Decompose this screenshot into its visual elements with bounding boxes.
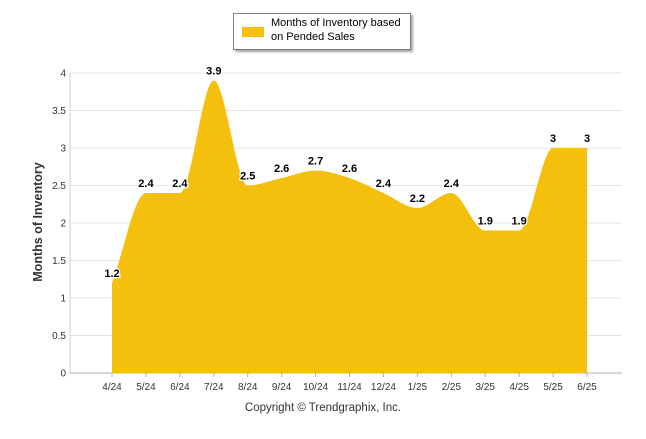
data-label: 2.5 xyxy=(240,171,255,183)
y-tick-label: 2 xyxy=(60,219,66,230)
data-label: 2.6 xyxy=(274,163,289,175)
x-tick-label: 12/24 xyxy=(371,382,396,393)
y-axis-title: Months of Inventory xyxy=(31,162,45,282)
legend-swatch xyxy=(242,27,264,37)
y-tick-label: 3.5 xyxy=(52,106,66,117)
y-tick-label: 0 xyxy=(60,369,66,380)
y-tick-label: 3 xyxy=(60,144,66,155)
x-tick-label: 6/24 xyxy=(170,382,190,393)
data-label: 1.9 xyxy=(512,216,527,228)
data-label: 1.9 xyxy=(478,216,493,228)
x-tick-label: 4/25 xyxy=(509,382,529,393)
data-label: 3.9 xyxy=(206,66,221,78)
x-tick-label: 2/25 xyxy=(442,382,462,393)
y-tick-label: 1.5 xyxy=(52,256,66,267)
data-label: 2.6 xyxy=(342,163,357,175)
x-tick-label: 5/25 xyxy=(543,382,563,393)
x-tick-label: 7/24 xyxy=(204,382,224,393)
data-label: 2.7 xyxy=(308,156,323,168)
data-label: 2.4 xyxy=(376,178,392,190)
legend[interactable]: Months of Inventory based on Pended Sale… xyxy=(233,13,411,50)
data-label: 3 xyxy=(550,133,556,145)
y-tick-label: 0.5 xyxy=(52,331,66,342)
legend-label: Months of Inventory based on Pended Sale… xyxy=(271,17,401,43)
x-tick-label: 1/25 xyxy=(408,382,428,393)
x-tick-label: 4/24 xyxy=(102,382,122,393)
data-label: 2.4 xyxy=(444,178,460,190)
data-label: 2.4 xyxy=(138,178,154,190)
y-tick-label: 2.5 xyxy=(52,181,66,192)
x-tick-label: 11/24 xyxy=(337,382,362,393)
copyright-text: Copyright © Trendgraphix, Inc. xyxy=(244,402,402,414)
y-tick-label: 1 xyxy=(60,294,66,305)
data-label: 2.2 xyxy=(410,193,425,205)
x-tick-label: 5/24 xyxy=(136,382,156,393)
data-label: 3 xyxy=(584,133,590,145)
x-tick-label: 6/25 xyxy=(577,382,597,393)
area-series xyxy=(112,80,588,373)
y-tick-label: 4 xyxy=(60,69,66,80)
x-tick-label: 9/24 xyxy=(272,382,292,393)
x-tick-label: 8/24 xyxy=(238,382,258,393)
x-tick-label: 10/24 xyxy=(303,382,328,393)
data-label: 1.2 xyxy=(104,268,119,280)
data-label: 2.4 xyxy=(172,178,188,190)
x-tick-label: 3/25 xyxy=(475,382,495,393)
